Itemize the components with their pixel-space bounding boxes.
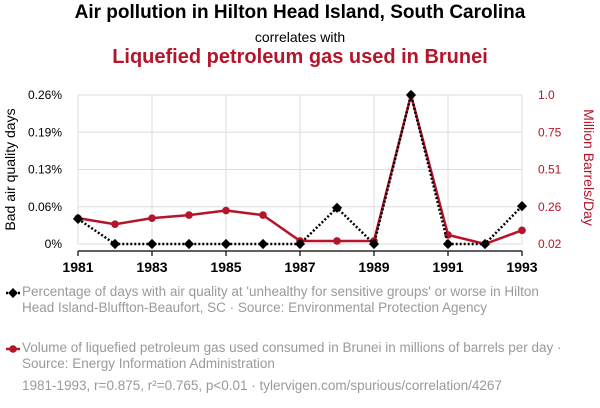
y-right-tick-label: 0.02	[538, 237, 562, 251]
x-tick-label: 1983	[136, 259, 167, 275]
series-1-point	[72, 213, 84, 224]
series-1-point	[257, 238, 269, 250]
x-tick-label: 1981	[62, 259, 93, 275]
y-right-tick-label: 0.26	[538, 200, 562, 214]
chart-title-connector: correlates with	[254, 29, 346, 45]
series-2-point	[111, 220, 119, 229]
x-tick-label: 1985	[210, 259, 241, 275]
footer-stats: 1981-1993, r=0.875, r²=0.765, p<0.01 · t…	[22, 378, 502, 393]
y-left-tick-label: 0.19%	[28, 125, 62, 139]
legend-marker-series-1	[6, 288, 20, 298]
series-1-point	[442, 238, 454, 250]
series-1-point	[146, 238, 158, 250]
series-1-point	[109, 238, 121, 250]
series-2-point	[148, 214, 156, 222]
y-right-tick-label: 0.75	[538, 125, 562, 139]
legend-label-series-1: Percentage of days with air quality at '…	[22, 284, 539, 315]
x-tick-label: 1991	[432, 259, 463, 275]
chart-title: Air pollution in Hilton Head Island, Sou…	[74, 2, 526, 23]
series-1-point	[479, 238, 491, 250]
y-right-tick-label: 0.51	[538, 163, 562, 177]
series-1-point	[405, 89, 417, 101]
series-2-point	[259, 211, 267, 219]
series-2-point	[222, 206, 230, 215]
legend-item-series-2: Volume of liquefied petroleum gas used c…	[6, 340, 566, 372]
y-left-tick-label: 0.13%	[28, 163, 62, 177]
x-tick-label: 1989	[358, 259, 389, 275]
y-left-axis-label: Bad air quality days	[2, 108, 18, 230]
y-right-tick-label: 1.0	[538, 88, 555, 102]
series-1-point	[183, 238, 195, 250]
y-left-tick-label: 0.26%	[28, 88, 62, 102]
y-left-tick-label: 0%	[45, 237, 63, 251]
y-left-tick-label: 0.06%	[28, 200, 62, 214]
y-right-axis-label: Million Barrels/Day	[581, 109, 597, 226]
legend-marker-series-2	[6, 345, 20, 353]
chart-subtitle: Liquefied petroleum gas used in Brunei	[112, 46, 488, 68]
series-1-point	[220, 238, 232, 250]
legend-item-series-1: Percentage of days with air quality at '…	[6, 284, 566, 316]
x-tick-label: 1987	[284, 259, 315, 275]
legend-label-series-2: Volume of liquefied petroleum gas used c…	[22, 340, 562, 371]
series-2-point	[333, 237, 341, 245]
series-2-point	[518, 226, 526, 235]
series-2-point	[185, 211, 193, 219]
x-tick-label: 1993	[506, 259, 537, 275]
